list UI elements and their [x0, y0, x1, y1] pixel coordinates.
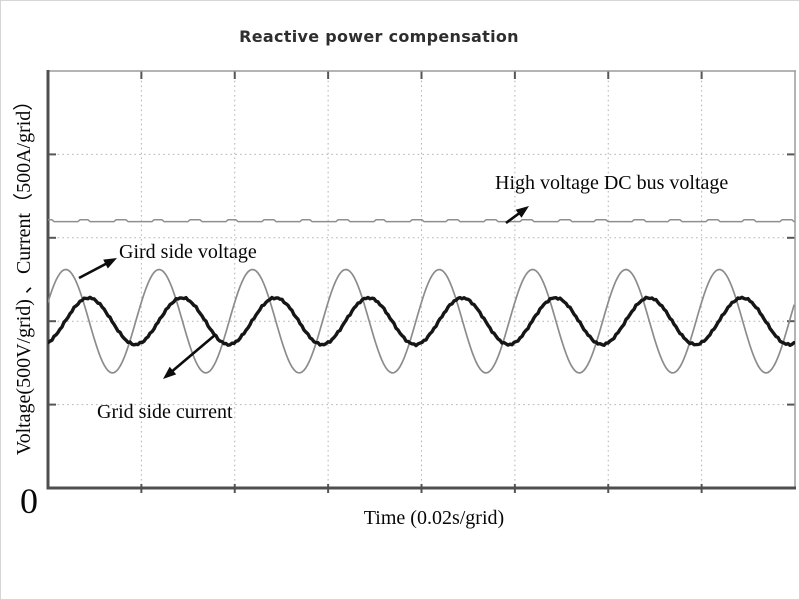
- grid-side-current-wave: [48, 295, 795, 348]
- annotation-arrowhead: [515, 206, 529, 218]
- x-axis-label: Time (0.02s/grid): [363, 507, 505, 529]
- high-voltage-dc-bus-voltage-wave: [48, 219, 795, 223]
- chart-title: Reactive power compensation: [239, 27, 519, 46]
- origin-zero-label: 0: [20, 481, 38, 521]
- annotation-arrow-line: [170, 334, 216, 373]
- annotation-arrow-line: [78, 261, 108, 280]
- annotation-dc-bus-voltage-label: High voltage DC bus voltage: [495, 172, 729, 194]
- annotation-arrowhead: [163, 366, 177, 379]
- annotation-grid-side-current-label: Grid side current: [97, 401, 233, 423]
- annotation-arrowhead: [103, 258, 117, 269]
- annotation-arrow-line: [505, 211, 521, 225]
- annotation-grid-side-voltage-label: Gird side voltage: [119, 241, 257, 263]
- gird-side-voltage-wave: [48, 268, 795, 374]
